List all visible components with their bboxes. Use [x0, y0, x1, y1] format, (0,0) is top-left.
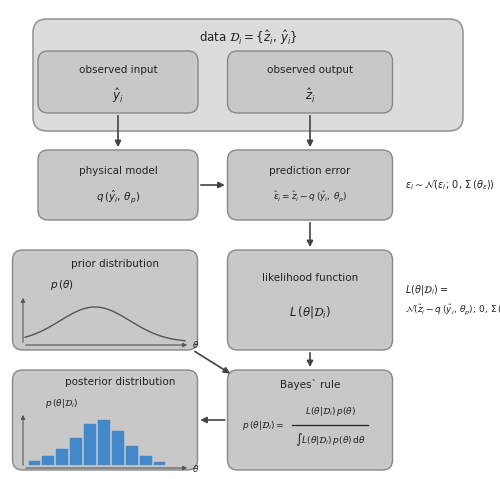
Text: $p\,(\theta|\mathcal{D}_i)$: $p\,(\theta|\mathcal{D}_i)$ [45, 397, 78, 410]
Text: observed input: observed input [78, 65, 158, 75]
FancyBboxPatch shape [228, 51, 392, 113]
Text: prior distribution: prior distribution [71, 259, 159, 269]
Bar [112, 431, 124, 465]
Text: $\hat{z}_i$: $\hat{z}_i$ [304, 87, 316, 105]
Text: Bayes` rule: Bayes` rule [280, 379, 340, 390]
FancyBboxPatch shape [33, 19, 463, 131]
Text: $\theta$: $\theta$ [192, 463, 200, 474]
FancyBboxPatch shape [38, 51, 198, 113]
FancyBboxPatch shape [228, 150, 392, 220]
Text: $L(\theta|\mathcal{D}_i)\, p(\theta)$: $L(\theta|\mathcal{D}_i)\, p(\theta)$ [304, 406, 356, 419]
Bar [98, 420, 110, 465]
Text: posterior distribution: posterior distribution [65, 377, 175, 387]
FancyBboxPatch shape [228, 370, 392, 470]
Text: physical model: physical model [78, 166, 158, 176]
Text: observed output: observed output [267, 65, 353, 75]
Text: $L\,(\theta|\mathcal{D}_i)$: $L\,(\theta|\mathcal{D}_i)$ [289, 304, 331, 320]
FancyBboxPatch shape [12, 370, 198, 470]
Bar [70, 438, 82, 465]
Text: $\hat{\varepsilon}_i = \hat{z}_i - q\,(\hat{y}_i,\, \theta_p)$: $\hat{\varepsilon}_i = \hat{z}_i - q\,(\… [272, 190, 347, 205]
Text: likelihood function: likelihood function [262, 273, 358, 283]
FancyBboxPatch shape [38, 150, 198, 220]
Bar [140, 456, 151, 465]
Bar [42, 456, 54, 465]
Text: $p\,(\theta|\mathcal{D}_i) = $: $p\,(\theta|\mathcal{D}_i) = $ [242, 419, 284, 432]
Text: prediction error: prediction error [270, 166, 350, 176]
Text: $p\,(\theta)$: $p\,(\theta)$ [50, 278, 74, 292]
Text: $L(\theta|\mathcal{D}_i) = $: $L(\theta|\mathcal{D}_i) = $ [405, 283, 448, 297]
Bar [154, 462, 166, 465]
Text: $\varepsilon_i \sim \mathcal{N}(\varepsilon_i;\, 0,\, \Sigma\,(\theta_\varepsilo: $\varepsilon_i \sim \mathcal{N}(\varepsi… [405, 178, 495, 192]
Bar [56, 449, 68, 465]
Text: data $\mathcal{D}_i = \{\hat{z}_i,\, \hat{y}_i\}$: data $\mathcal{D}_i = \{\hat{z}_i,\, \ha… [198, 29, 298, 47]
Text: $q\,(\hat{y}_i,\, \theta_p)$: $q\,(\hat{y}_i,\, \theta_p)$ [96, 189, 140, 205]
FancyBboxPatch shape [228, 250, 392, 350]
Text: $\hat{y}_i$: $\hat{y}_i$ [112, 87, 124, 105]
Bar [28, 461, 40, 465]
FancyBboxPatch shape [12, 250, 198, 350]
Bar [126, 446, 138, 465]
Text: $\int L(\theta|\mathcal{D}_i)\, p(\theta)\, \mathrm{d}\theta$: $\int L(\theta|\mathcal{D}_i)\, p(\theta… [294, 432, 366, 448]
Text: $\theta$: $\theta$ [192, 340, 200, 351]
Bar [84, 424, 96, 465]
Text: $\mathcal{N}(\hat{z}_i - q\,(\hat{y}_i,\, \theta_p);\, 0,\, \Sigma\,(\theta_\var: $\mathcal{N}(\hat{z}_i - q\,(\hat{y}_i,\… [405, 303, 500, 318]
